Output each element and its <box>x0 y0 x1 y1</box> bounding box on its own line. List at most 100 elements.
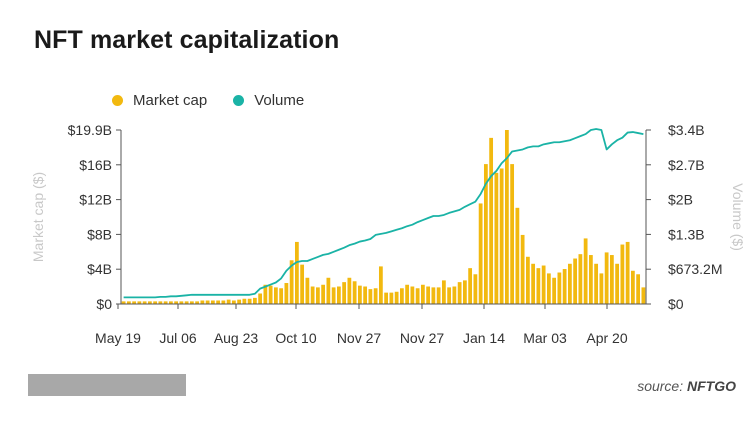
market-cap-bar <box>426 286 431 304</box>
y-tick-label-right: $3.4B <box>668 122 705 138</box>
market-cap-bar <box>588 255 593 304</box>
market-cap-bar <box>562 269 567 304</box>
market-cap-bar <box>599 273 604 304</box>
x-tick-label: Jan 14 <box>463 330 505 346</box>
x-tick-label: Jul 06 <box>159 330 197 346</box>
market-cap-bar <box>410 286 415 304</box>
market-cap-bar <box>142 301 147 304</box>
market-cap-bar <box>147 301 152 304</box>
market-cap-bar <box>184 301 189 304</box>
redacted-logo-bar <box>28 374 186 396</box>
market-cap-bar <box>336 286 341 304</box>
y-tick-label-left: $12B <box>79 192 112 208</box>
y-tick-label-left: $19.9B <box>68 122 112 138</box>
market-cap-bar <box>583 238 588 304</box>
y-axis-title-left: Market cap ($) <box>30 172 46 262</box>
market-cap-bar <box>531 263 536 304</box>
market-cap-bar <box>462 280 467 304</box>
y-tick-label-right: $2B <box>668 192 693 208</box>
market-cap-bar <box>499 168 504 304</box>
source-name: NFTGO <box>687 378 736 394</box>
legend-item-market-cap[interactable]: Market cap <box>112 92 207 109</box>
market-cap-bar <box>263 284 268 304</box>
market-cap-bar <box>363 286 368 304</box>
market-cap-bar <box>399 288 404 304</box>
y-tick-label-left: $0 <box>96 296 112 312</box>
source-caption: source: NFTGO <box>637 378 736 394</box>
market-cap-bar <box>452 286 457 304</box>
market-cap-bar <box>541 265 546 304</box>
market-cap-bar <box>368 289 373 304</box>
market-cap-bar <box>394 291 399 304</box>
market-cap-bar <box>489 137 494 304</box>
market-cap-bar <box>205 300 210 304</box>
market-cap-bar <box>373 288 378 304</box>
market-cap-bar <box>305 277 310 304</box>
market-cap-bar <box>636 274 641 304</box>
legend-dot-market-cap <box>112 95 123 106</box>
market-cap-bar <box>420 284 425 304</box>
legend-item-volume[interactable]: Volume <box>233 92 304 109</box>
market-cap-bar <box>195 301 200 304</box>
market-cap-bar <box>279 288 284 304</box>
market-cap-bar <box>158 301 163 304</box>
market-cap-bar <box>126 301 131 304</box>
market-cap-bar <box>247 298 252 304</box>
y-tick-label-right: $1.3B <box>668 226 705 242</box>
market-cap-bar <box>504 130 509 304</box>
market-cap-bar <box>242 298 247 304</box>
source-prefix: source: <box>637 378 687 394</box>
market-cap-bar <box>478 203 483 304</box>
market-cap-bar <box>168 301 173 304</box>
market-cap-bar <box>447 287 452 304</box>
market-cap-bar <box>510 164 515 304</box>
market-cap-bar <box>226 299 231 304</box>
market-cap-bar <box>331 287 336 304</box>
market-cap-bar <box>137 301 142 304</box>
market-cap-bar <box>210 300 215 304</box>
market-cap-bar <box>431 287 436 304</box>
market-cap-bar <box>352 281 357 304</box>
market-cap-bar <box>520 234 525 304</box>
market-cap-bar <box>604 252 609 304</box>
market-cap-bar <box>289 260 294 304</box>
market-cap-bar <box>357 285 362 304</box>
x-tick-label: May 19 <box>95 330 141 346</box>
market-cap-bar <box>515 207 520 304</box>
market-cap-bar <box>573 258 578 304</box>
market-cap-bar <box>384 292 389 304</box>
market-cap-bar <box>594 263 599 304</box>
market-cap-bar <box>441 280 446 304</box>
legend-label-volume: Volume <box>254 92 305 109</box>
market-cap-bar <box>609 255 614 304</box>
market-cap-bar <box>231 300 236 304</box>
y-tick-label-right: $0 <box>668 296 684 312</box>
x-tick-label: Nov 27 <box>400 330 445 346</box>
market-cap-bar <box>315 287 320 304</box>
market-cap-bar <box>237 299 242 304</box>
market-cap-bar <box>189 301 194 304</box>
market-cap-bar <box>620 244 625 304</box>
market-cap-bar <box>153 301 158 304</box>
chart-legend: Market cap Volume <box>112 92 304 109</box>
market-cap-bar <box>273 287 278 304</box>
market-cap-bar <box>321 284 326 304</box>
market-cap-bar <box>252 297 257 304</box>
market-cap-bar <box>405 284 410 304</box>
y-tick-label-right: $673.2M <box>668 261 722 277</box>
market-cap-bar <box>294 241 299 304</box>
market-cap-bar <box>625 241 630 304</box>
market-cap-bar <box>457 282 462 304</box>
market-cap-bar <box>347 277 352 304</box>
market-cap-bar <box>179 301 184 304</box>
volume-line <box>123 128 644 299</box>
market-cap-bar <box>436 287 441 304</box>
market-cap-bar <box>552 277 557 304</box>
chart-title: NFT market capitalization <box>34 26 340 54</box>
market-cap-bar <box>468 268 473 304</box>
market-cap-bar <box>473 274 478 304</box>
market-cap-bar <box>284 283 289 304</box>
market-cap-bar <box>494 172 499 304</box>
market-cap-bar <box>641 287 646 304</box>
